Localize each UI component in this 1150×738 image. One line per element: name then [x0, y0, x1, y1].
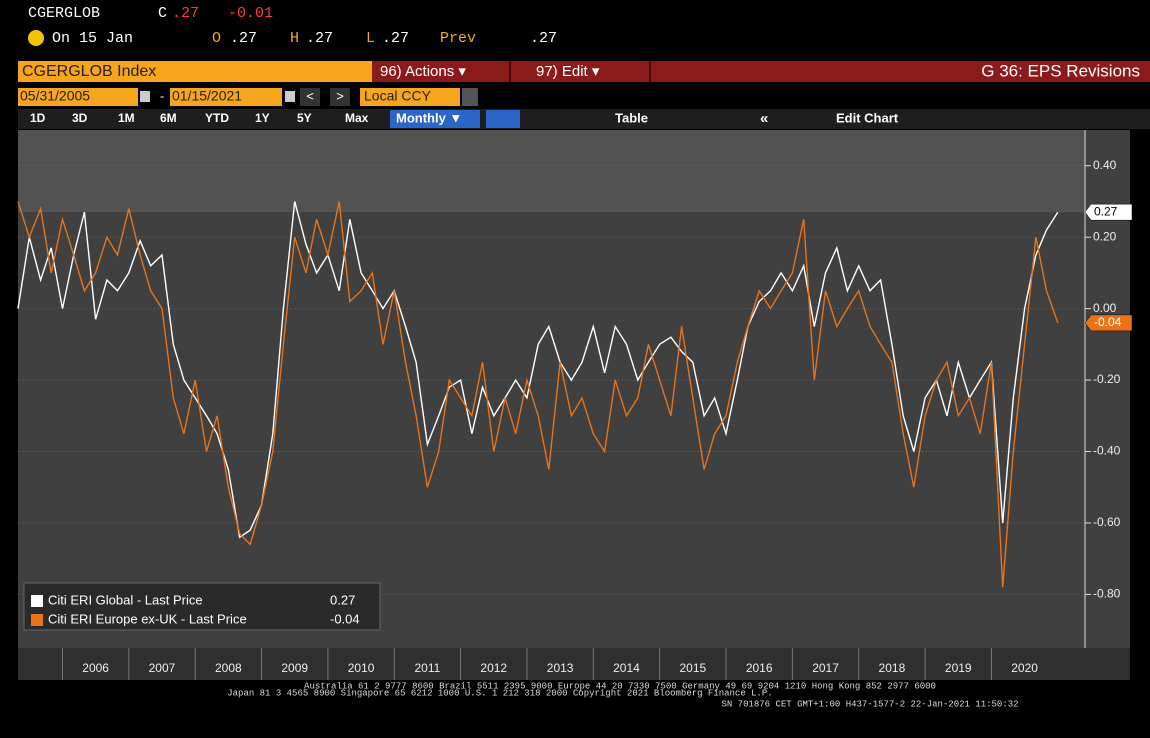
legend-value: 0.27 — [330, 592, 355, 607]
date-separator: - — [160, 88, 164, 103]
calendar-icon[interactable] — [140, 91, 150, 102]
actions-menu[interactable]: 96) Actions ▾ — [380, 63, 466, 80]
frequency[interactable]: Monthly ▼ — [396, 110, 462, 125]
forward-button[interactable] — [330, 88, 350, 106]
edit-chart-button[interactable]: Edit Chart — [836, 110, 899, 125]
y-tick-label: 0.20 — [1093, 229, 1117, 243]
legend — [23, 582, 381, 631]
period-button[interactable]: YTD — [205, 111, 229, 125]
y-tick-label: 0.40 — [1093, 158, 1117, 172]
open: .27 — [230, 30, 257, 47]
end-date[interactable]: 01/15/2021 — [172, 88, 242, 104]
end-date-box[interactable] — [170, 88, 282, 106]
prev: .27 — [530, 30, 557, 47]
y-tick-label: -0.60 — [1093, 515, 1121, 529]
chart-style[interactable] — [486, 110, 520, 128]
ticker: CGERGLOB — [28, 5, 100, 22]
x-tick-label: 2017 — [812, 661, 839, 675]
x-tick-label: 2011 — [415, 661, 441, 675]
security-box[interactable] — [18, 61, 372, 82]
currency-dropdown[interactable] — [462, 88, 478, 106]
x-tick-label: 2010 — [348, 661, 375, 675]
last-value-tag — [1084, 314, 1133, 332]
menu-bar — [372, 61, 1150, 82]
high: .27 — [306, 30, 333, 47]
x-tick-label: 2013 — [547, 661, 574, 675]
x-tick-label: 2014 — [613, 661, 640, 675]
forward[interactable]: > — [336, 88, 344, 103]
y-tick-label: 0.00 — [1093, 301, 1117, 315]
function-name: G 36: EPS Revisions — [981, 61, 1140, 80]
period-button[interactable]: 6M — [160, 111, 177, 125]
x-tick-label: 2019 — [945, 661, 972, 675]
period-button[interactable]: Max — [345, 111, 369, 125]
series-line — [17, 201, 1059, 588]
back-button[interactable] — [300, 88, 320, 106]
edit-menu[interactable]: 97) Edit ▾ — [536, 63, 600, 80]
x-tick-label: 2008 — [215, 661, 242, 675]
period-button[interactable]: 5Y — [297, 111, 312, 125]
period-button[interactable]: 1Y — [255, 111, 270, 125]
date: On 15 Jan — [52, 30, 133, 47]
last-value-label: -0.04 — [1094, 315, 1122, 329]
last: .27 — [172, 5, 199, 22]
change-label: C — [158, 5, 167, 22]
range-bar — [18, 109, 1150, 129]
low-label: L — [366, 30, 375, 47]
x-tick-label: 2006 — [82, 661, 109, 675]
back[interactable]: < — [306, 88, 314, 103]
x-tick-label: 2020 — [1011, 661, 1038, 675]
table-button[interactable]: Table — [615, 110, 648, 125]
security[interactable]: CGERGLOB Index — [22, 63, 156, 80]
plot: 0.40 0.20 0.00 -0.20 -0.40 -0.60 -0.80 2006 2007… — [17, 130, 1133, 680]
x-tick-label: 2012 — [480, 661, 507, 675]
x-tick-label: 2009 — [281, 661, 308, 675]
y-tick-label: -0.80 — [1093, 587, 1121, 601]
period-button[interactable]: 1M — [118, 111, 135, 125]
period-button[interactable]: 3D — [72, 111, 88, 125]
collapse-button[interactable]: « — [760, 110, 768, 127]
x-tick-label: 2016 — [746, 661, 773, 675]
legend-swatch — [31, 614, 43, 626]
y-tick-label: -0.40 — [1093, 444, 1121, 458]
change: -0.01 — [228, 5, 273, 22]
footer: Australia 61 2 9777 8600 Brazil 5511 239… — [227, 681, 1018, 709]
last-value-label: 0.27 — [1094, 204, 1118, 218]
start-date[interactable]: 05/31/2005 — [20, 88, 90, 104]
high-label: H — [290, 30, 299, 47]
legend-label: Citi ERI Global - Last Price — [48, 592, 203, 607]
plot-area — [18, 130, 1130, 648]
calendar-icon[interactable] — [285, 91, 295, 102]
period-button[interactable]: 1D — [30, 111, 46, 125]
x-tick-label: 2007 — [149, 661, 176, 675]
series-line — [17, 201, 1059, 539]
last-value-tag — [1084, 203, 1133, 221]
legend-label: Citi ERI Europe ex-UK - Last Price — [48, 611, 247, 626]
y-tick-label: -0.20 — [1093, 372, 1121, 386]
status-icon — [28, 30, 44, 46]
legend-value: -0.04 — [330, 611, 360, 626]
footer-line: SN 701876 CET GMT+1:00 H437-1577-2 22-Ja… — [721, 699, 1018, 709]
low: .27 — [382, 30, 409, 47]
currency-box[interactable] — [360, 88, 460, 106]
x-axis-band — [18, 648, 1130, 680]
start-date-box[interactable] — [18, 88, 138, 106]
footer-line: Japan 81 3 4565 8900 Singapore 65 6212 1… — [227, 688, 773, 698]
x-tick-label: 2015 — [679, 661, 706, 675]
footer-line: Australia 61 2 9777 8600 Brazil 5511 239… — [304, 681, 936, 691]
level-band — [18, 130, 1085, 213]
legend-swatch — [31, 595, 43, 607]
open-label: O — [212, 30, 221, 47]
frequency-box[interactable] — [390, 110, 480, 128]
x-tick-label: 2018 — [879, 661, 906, 675]
prev-label: Prev — [440, 30, 476, 47]
currency[interactable]: Local CCY — [364, 88, 432, 104]
